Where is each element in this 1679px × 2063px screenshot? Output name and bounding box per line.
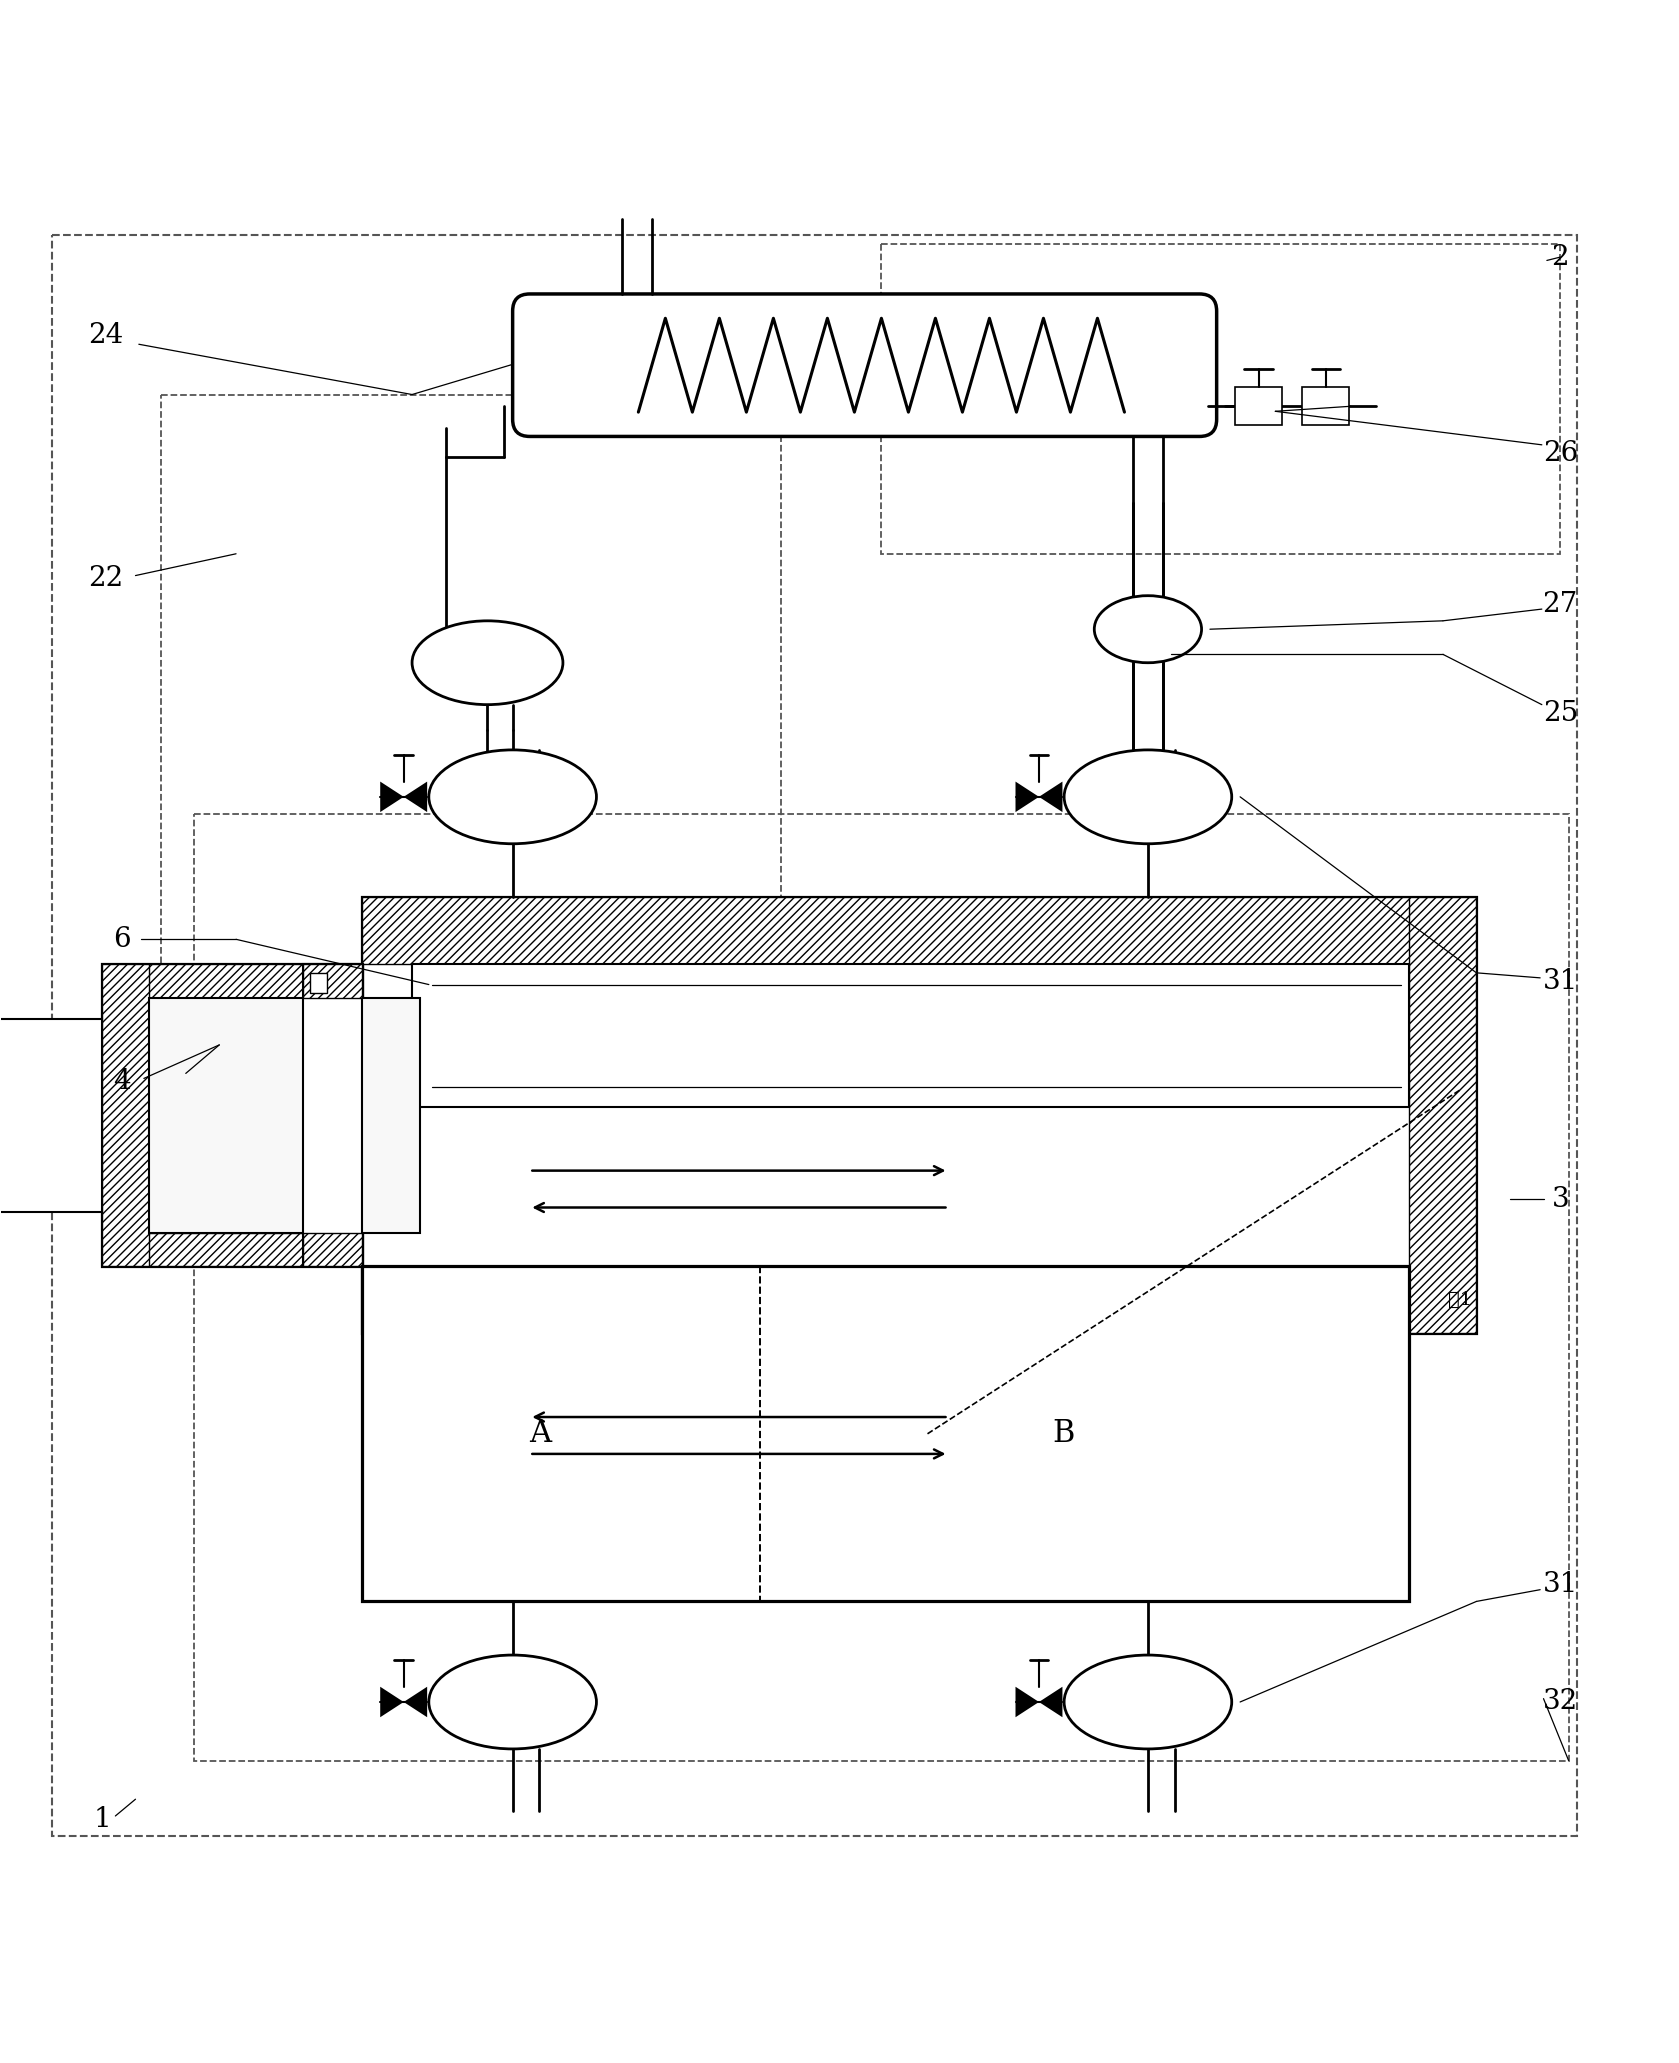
Bar <box>149 998 420 1234</box>
Text: 26: 26 <box>1543 439 1578 466</box>
Ellipse shape <box>1064 1655 1232 1749</box>
Bar <box>361 1267 1409 1601</box>
Polygon shape <box>403 1688 426 1716</box>
Polygon shape <box>1016 1688 1039 1716</box>
Polygon shape <box>379 782 403 813</box>
Bar <box>1236 388 1283 425</box>
Bar <box>102 963 361 1267</box>
Bar <box>195 813 1568 1760</box>
Polygon shape <box>1039 782 1063 813</box>
Text: A: A <box>529 1417 551 1450</box>
Ellipse shape <box>428 749 596 844</box>
Bar <box>361 897 1476 1333</box>
Text: 3: 3 <box>1551 1186 1570 1213</box>
Bar <box>304 963 361 998</box>
Text: 22: 22 <box>87 565 123 592</box>
FancyBboxPatch shape <box>512 293 1217 437</box>
Bar <box>411 963 1409 1108</box>
Text: 4: 4 <box>112 1069 131 1095</box>
Polygon shape <box>403 782 426 813</box>
Bar <box>1303 388 1348 425</box>
Bar <box>1409 897 1476 1333</box>
Ellipse shape <box>1095 596 1202 662</box>
Polygon shape <box>1039 1688 1063 1716</box>
Bar <box>311 974 327 992</box>
Bar <box>304 963 361 1267</box>
Polygon shape <box>1016 782 1039 813</box>
Text: 24: 24 <box>87 322 123 349</box>
Ellipse shape <box>411 621 562 706</box>
Text: 2: 2 <box>1551 243 1570 270</box>
Text: 31: 31 <box>1543 968 1578 994</box>
Text: 31: 31 <box>1543 1572 1578 1599</box>
Text: 25: 25 <box>1543 699 1578 726</box>
Bar <box>361 1267 1476 1333</box>
Bar <box>361 897 1476 963</box>
Ellipse shape <box>428 1655 596 1749</box>
Text: B: B <box>1053 1417 1075 1450</box>
Ellipse shape <box>1064 749 1232 844</box>
Text: 32: 32 <box>1543 1688 1578 1716</box>
Polygon shape <box>379 1688 403 1716</box>
Text: 6: 6 <box>112 926 131 953</box>
Bar <box>102 1234 361 1267</box>
Bar <box>304 1234 361 1267</box>
Bar <box>102 963 149 1267</box>
Bar <box>102 963 361 998</box>
Bar <box>881 243 1560 553</box>
Text: 图1: 图1 <box>1447 1291 1472 1308</box>
Bar <box>161 394 781 1040</box>
Bar <box>0 1019 102 1211</box>
Text: 1: 1 <box>92 1805 111 1832</box>
Text: 27: 27 <box>1543 590 1578 617</box>
